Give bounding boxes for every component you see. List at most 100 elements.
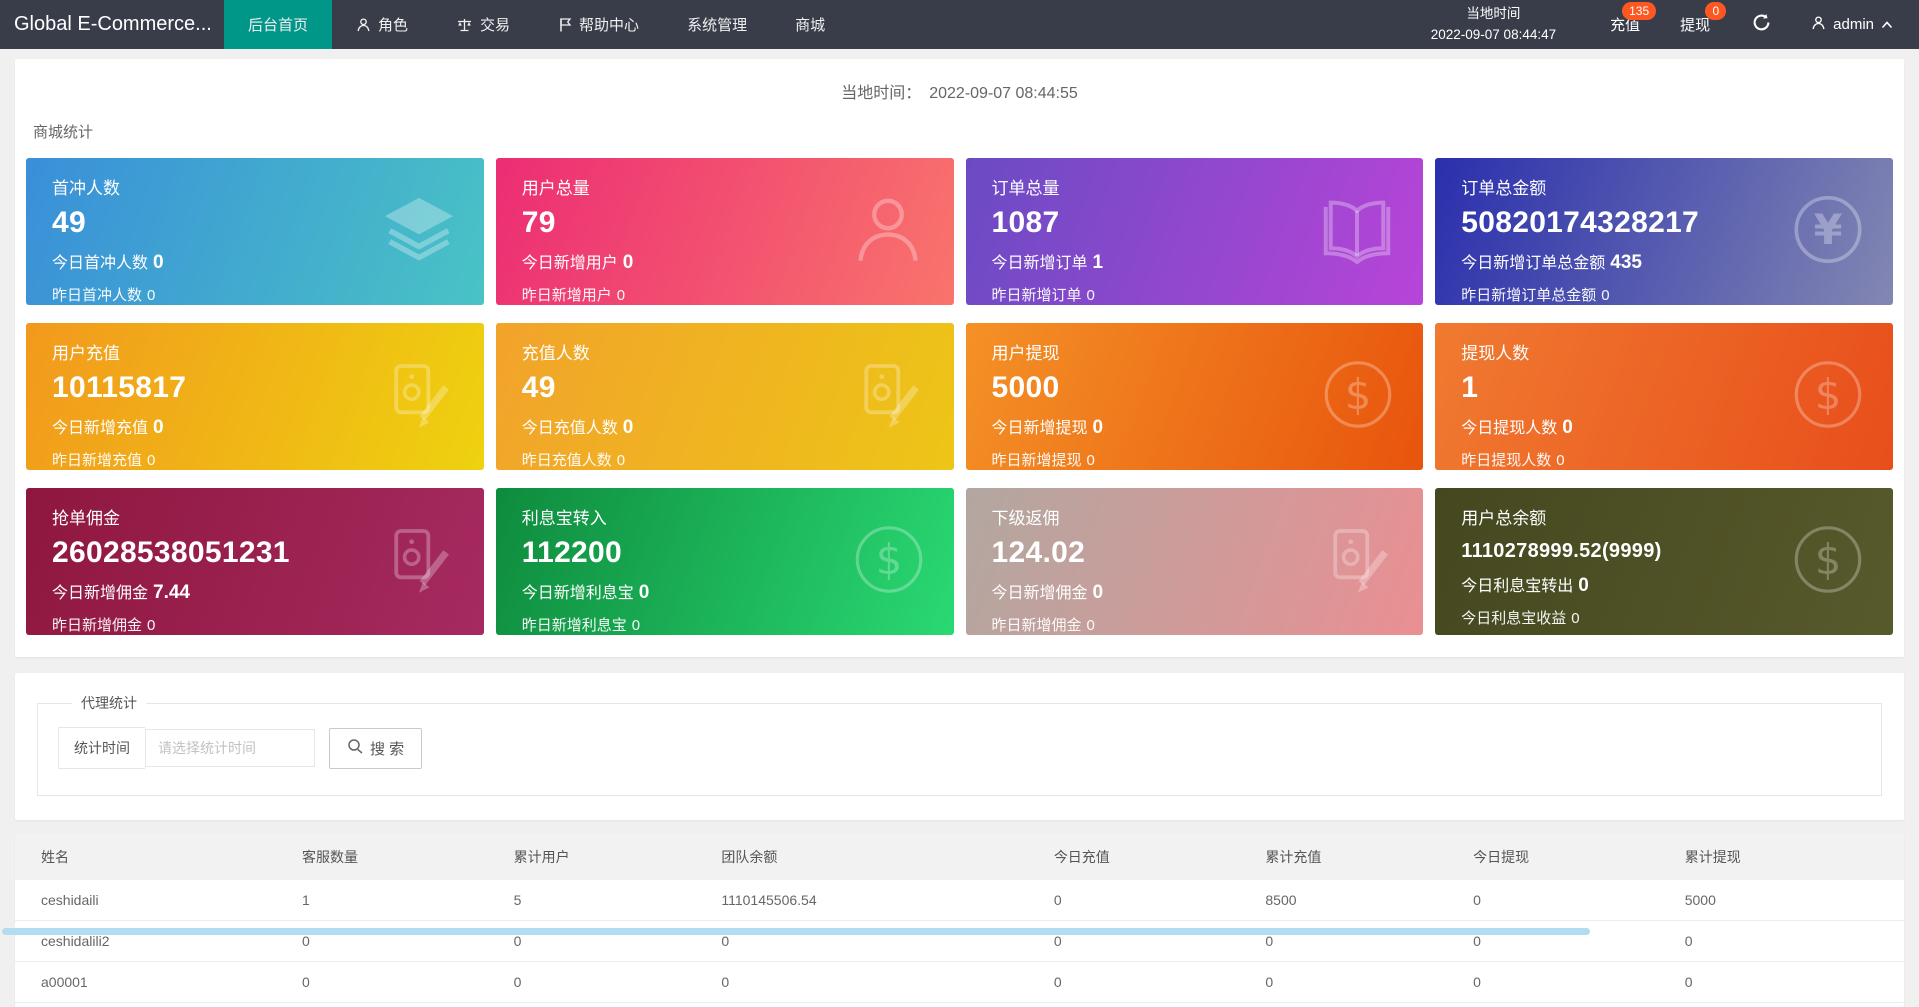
cell: 0 [498, 920, 707, 962]
user-icon [356, 17, 371, 33]
dollar-circle-icon: $ [850, 520, 928, 603]
local-time-value: 2022-09-07 08:44:47 [1430, 26, 1557, 42]
withdraw-button[interactable]: 提现 0 [1660, 0, 1730, 49]
col-total-recharge: 累计充值 [1250, 834, 1459, 880]
nav-item-system[interactable]: 系统管理 [663, 0, 771, 49]
stat-card-line1: 今日提现人数 0 [1461, 417, 1573, 438]
topbar: Global E-Commerce... 后台首页 角色 交易 帮助中心 系统管… [0, 0, 1919, 49]
stat-card-title: 提现人数 [1461, 344, 1530, 363]
cell: 0 [1250, 920, 1459, 962]
search-button-label: 搜 索 [370, 740, 405, 758]
horizontal-scrollbar[interactable] [2, 928, 1590, 935]
stat-card-line1: 今日新增订单 1 [991, 252, 1104, 273]
section-title: 商城统计 [33, 124, 94, 141]
stat-card-value: 1110278999.52(9999) [1461, 540, 1662, 562]
doc-edit-icon [382, 356, 458, 437]
cell: 0 [706, 961, 1039, 1003]
stat-card-interest-transfer-in: 利息宝转入 112200 今日新增利息宝 0 昨日新增利息宝 0 $ [495, 488, 954, 635]
svg-text:$: $ [1345, 371, 1371, 419]
cell: 0 [1458, 961, 1670, 1003]
stat-cards-grid: 首冲人数 49 今日首冲人数 0 昨日首冲人数 0 用户总量 79 今日新增用户 0 … [26, 158, 1893, 635]
stat-card-user-withdraw: 用户提现 5000 今日新增提现 0 昨日新增提现 0 $ [965, 323, 1424, 470]
stat-card-line1: 今日利息宝转出 0 [1461, 575, 1589, 596]
table-header: 姓名 客服数量 累计用户 团队余额 今日充值 累计充值 今日提现 累计提现 [15, 834, 1904, 880]
stat-card-order-total-amount: 订单总金额 50820174328217 今日新增订单总金额 435 昨日新增订单… [1435, 158, 1893, 305]
yen-circle-icon: ¥ [1789, 190, 1867, 273]
cell: 0 [287, 961, 499, 1003]
stat-card-value: 1 [1461, 371, 1479, 404]
stat-card-value: 49 [52, 206, 86, 239]
stat-card-sub-rebate: 下级返佣 124.02 今日新增佣金 0 昨日新增佣金 0 [965, 488, 1424, 635]
stat-card-value: 10115817 [52, 371, 187, 404]
stat-card-line2: 昨日首冲人数 0 [52, 287, 156, 304]
app-title: Global E-Commerce... [14, 13, 212, 35]
stat-card-recharge-users: 充值人数 49 今日充值人数 0 昨日充值人数 0 [495, 323, 954, 470]
filter-row: 统计时间 搜 索 [58, 727, 1861, 769]
stat-card-title: 用户总余额 [1461, 509, 1547, 528]
stat-card-title: 用户提现 [991, 344, 1060, 363]
svg-text:$: $ [875, 536, 901, 584]
dollar-circle-icon: $ [1789, 520, 1867, 603]
cell: 0 [1669, 920, 1904, 962]
local-time-block: 当地时间 2022-09-07 08:44:47 [1397, 0, 1590, 49]
agent-stats-legend: 代理统计 [81, 695, 137, 711]
stat-card-title: 订单总金额 [1461, 179, 1547, 198]
cell: 0 [1250, 961, 1459, 1003]
nav-item-help-center[interactable]: 帮助中心 [534, 0, 663, 49]
stat-time-input[interactable] [145, 729, 315, 767]
nav-item-label: 商城 [795, 17, 826, 34]
agent-table-panel: 姓名 客服数量 累计用户 团队余额 今日充值 累计充值 今日提现 累计提现 ce… [15, 834, 1904, 1007]
cell: 0 [498, 961, 707, 1003]
nav-item-label: 交易 [480, 17, 511, 34]
stat-card-user-recharge: 用户充值 10115817 今日新增充值 0 昨日新增充值 0 [26, 323, 484, 470]
stat-card-title: 首冲人数 [52, 179, 120, 198]
main-nav: 后台首页 角色 交易 帮助中心 系统管理 商城 [224, 0, 849, 49]
recharge-badge: 135 [1622, 2, 1657, 20]
user-icon [1811, 15, 1826, 35]
cell: 0 [1458, 920, 1670, 962]
col-team-balance: 团队余额 [706, 834, 1039, 880]
svg-text:$: $ [1815, 371, 1841, 419]
cell: ceshidalili2 [15, 920, 288, 962]
table-row: ceshidaili 1 5 1110145506.54 0 8500 0 50… [15, 880, 1904, 921]
stat-card-title: 用户充值 [52, 344, 120, 363]
nav-item-label: 后台首页 [248, 17, 309, 34]
stat-card-total-users: 用户总量 79 今日新增用户 0 昨日新增用户 0 [495, 158, 954, 305]
stat-card-first-recharge-users: 首冲人数 49 今日首冲人数 0 昨日首冲人数 0 [26, 158, 484, 305]
user-menu[interactable]: admin [1793, 0, 1919, 49]
stat-card-total-orders: 订单总量 1087 今日新增订单 1 昨日新增订单 0 [965, 158, 1424, 305]
col-today-withdraw: 今日提现 [1458, 834, 1670, 880]
stat-card-title: 下级返佣 [991, 509, 1060, 528]
cell: 0 [1038, 880, 1251, 921]
cell: 0 [1038, 920, 1251, 962]
dollar-circle-icon: $ [1789, 355, 1867, 438]
refresh-button[interactable] [1730, 0, 1793, 49]
stat-card-line1: 今日首冲人数 0 [52, 252, 164, 273]
stat-card-title: 利息宝转入 [521, 509, 607, 528]
stat-card-value: 5000 [991, 371, 1060, 404]
col-service-count: 客服数量 [287, 834, 499, 880]
cell: 0 [287, 920, 499, 962]
stat-card-value: 1087 [991, 206, 1060, 239]
cell: 5000 [1669, 880, 1904, 921]
nav-item-roles[interactable]: 角色 [332, 0, 432, 49]
search-button[interactable]: 搜 索 [329, 727, 423, 769]
search-icon [347, 738, 363, 758]
nav-item-label: 角色 [378, 17, 409, 34]
nav-item-dashboard[interactable]: 后台首页 [224, 0, 333, 49]
stat-card-line1: 今日新增用户 0 [521, 252, 634, 273]
nav-item-trade[interactable]: 交易 [432, 0, 534, 49]
doc-edit-icon [852, 356, 928, 437]
nav-item-label: 帮助中心 [579, 17, 640, 34]
refresh-icon [1752, 13, 1771, 37]
cell: 8500 [1250, 880, 1459, 921]
recharge-button[interactable]: 充值 135 [1590, 0, 1660, 49]
stat-card-value: 124.02 [991, 536, 1086, 569]
stat-card-line2: 今日利息宝收益 0 [1461, 610, 1580, 627]
col-total-withdraw: 累计提现 [1669, 834, 1904, 880]
doc-edit-icon [1321, 521, 1397, 602]
col-name: 姓名 [15, 834, 288, 880]
stat-card-line1: 今日新增佣金 0 [991, 582, 1104, 603]
nav-item-mall[interactable]: 商城 [771, 0, 849, 49]
agent-table: 姓名 客服数量 累计用户 团队余额 今日充值 累计充值 今日提现 累计提现 ce… [15, 834, 1904, 1003]
